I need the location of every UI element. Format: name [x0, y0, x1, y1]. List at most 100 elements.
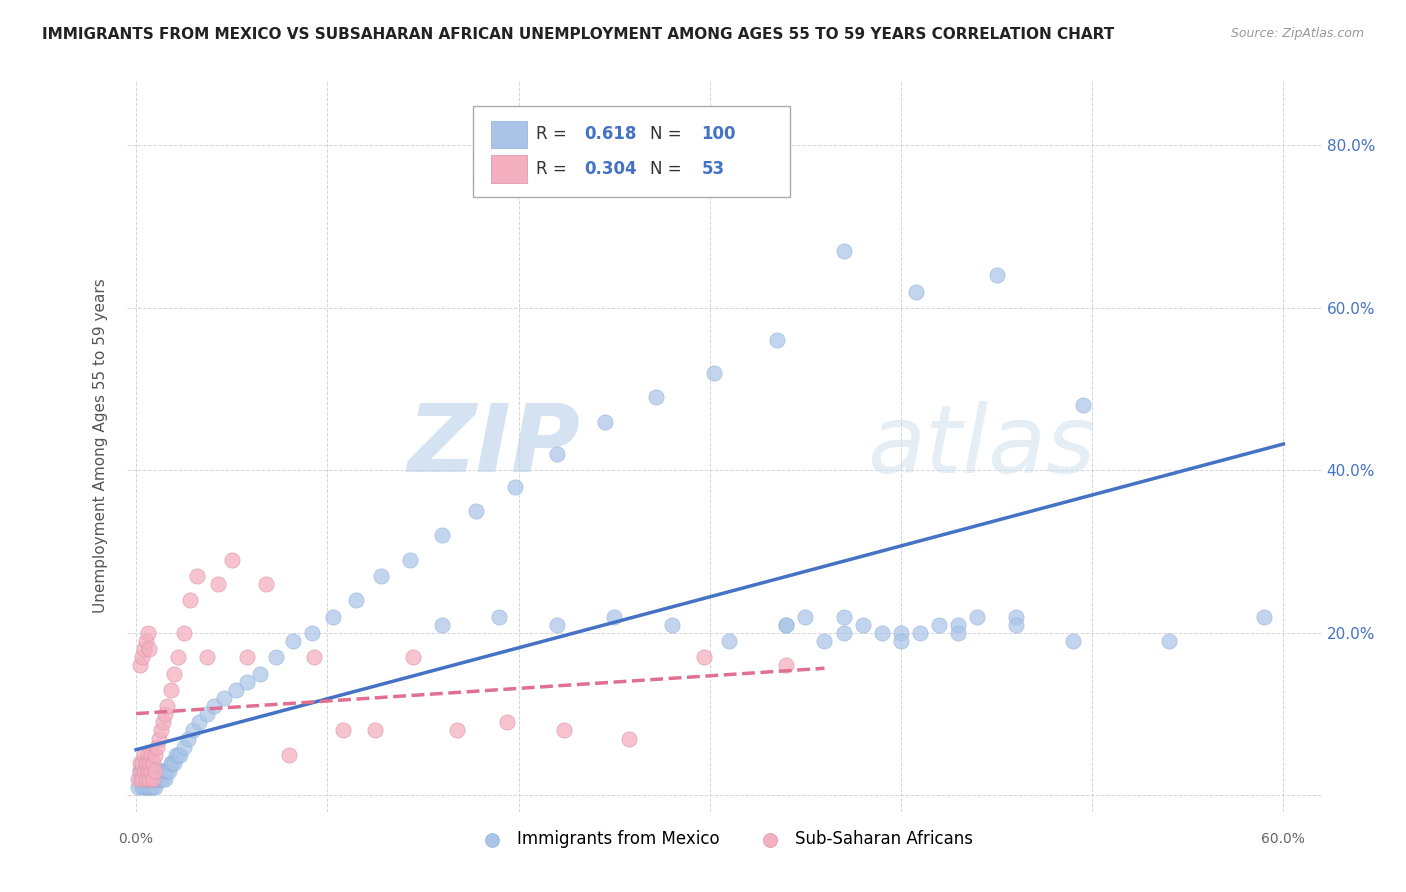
Point — [948, 626, 970, 640]
Point — [159, 756, 181, 770]
Point — [143, 747, 166, 762]
Point — [163, 666, 186, 681]
Point — [775, 617, 797, 632]
Text: 100: 100 — [702, 126, 735, 144]
Point — [619, 731, 641, 746]
Point — [301, 626, 323, 640]
Text: atlas: atlas — [868, 401, 1095, 491]
Point — [143, 772, 166, 787]
Point — [928, 617, 950, 632]
Point — [129, 772, 152, 787]
FancyBboxPatch shape — [472, 106, 790, 197]
Point — [135, 772, 157, 787]
Text: N =: N = — [650, 126, 688, 144]
Point — [127, 780, 149, 795]
Point — [488, 609, 510, 624]
Point — [135, 756, 157, 770]
Point — [281, 634, 304, 648]
Point — [302, 650, 325, 665]
Legend: Immigrants from Mexico, Sub-Saharan Africans: Immigrants from Mexico, Sub-Saharan Afri… — [468, 823, 980, 855]
Point — [813, 634, 835, 648]
Point — [141, 747, 163, 762]
Point — [775, 658, 797, 673]
Point — [870, 626, 893, 640]
Point — [141, 780, 163, 795]
Bar — [491, 120, 527, 148]
Point — [131, 650, 153, 665]
Point — [136, 764, 159, 778]
Point — [141, 772, 163, 787]
Point — [132, 764, 155, 778]
Point — [832, 626, 855, 640]
Text: 60.0%: 60.0% — [1261, 832, 1305, 846]
Text: ZIP: ZIP — [408, 400, 581, 492]
Point — [890, 634, 912, 648]
Point — [136, 626, 159, 640]
Point — [832, 244, 855, 258]
Point — [177, 731, 200, 746]
Point — [852, 617, 875, 632]
Point — [131, 764, 153, 778]
Point — [195, 650, 218, 665]
Point — [146, 739, 169, 754]
Y-axis label: Unemployment Among Ages 55 to 59 years: Unemployment Among Ages 55 to 59 years — [93, 278, 108, 614]
Point — [908, 626, 931, 640]
Point — [143, 764, 166, 778]
Point — [138, 772, 160, 787]
Point — [129, 658, 152, 673]
Point — [148, 772, 170, 787]
Point — [149, 764, 172, 778]
Point — [948, 617, 970, 632]
Point — [1071, 398, 1094, 412]
Point — [136, 772, 159, 787]
Point — [143, 764, 166, 778]
Point — [717, 634, 740, 648]
Point — [129, 756, 152, 770]
Point — [129, 764, 152, 778]
Point — [167, 747, 190, 762]
Point — [204, 699, 226, 714]
Point — [142, 764, 165, 778]
Point — [465, 504, 488, 518]
Point — [794, 609, 817, 624]
Point — [236, 650, 259, 665]
Point — [165, 747, 187, 762]
Point — [212, 690, 235, 705]
Point — [138, 772, 160, 787]
Point — [148, 731, 170, 746]
Point — [1004, 617, 1026, 632]
Point — [136, 780, 159, 795]
Point — [179, 593, 201, 607]
Point — [496, 715, 519, 730]
Point — [1004, 609, 1026, 624]
Point — [127, 772, 149, 787]
Point — [344, 593, 367, 607]
Point — [146, 772, 169, 787]
Point — [146, 764, 169, 778]
Point — [131, 756, 153, 770]
Point — [167, 650, 190, 665]
Point — [430, 617, 453, 632]
Point — [905, 285, 928, 299]
Point — [135, 780, 157, 795]
Point — [546, 447, 568, 461]
Point — [148, 764, 170, 778]
Point — [370, 569, 392, 583]
Point — [135, 634, 157, 648]
Point — [131, 772, 153, 787]
Point — [132, 747, 155, 762]
Point — [402, 650, 425, 665]
Point — [603, 609, 626, 624]
Point — [131, 780, 153, 795]
Point — [152, 715, 174, 730]
Point — [129, 764, 152, 778]
Point — [132, 764, 155, 778]
Point — [138, 780, 160, 795]
Point — [156, 699, 179, 714]
Point — [142, 756, 165, 770]
Point — [703, 366, 725, 380]
Point — [264, 650, 287, 665]
Text: N =: N = — [650, 160, 688, 178]
Text: 53: 53 — [702, 160, 724, 178]
Point — [173, 626, 195, 640]
